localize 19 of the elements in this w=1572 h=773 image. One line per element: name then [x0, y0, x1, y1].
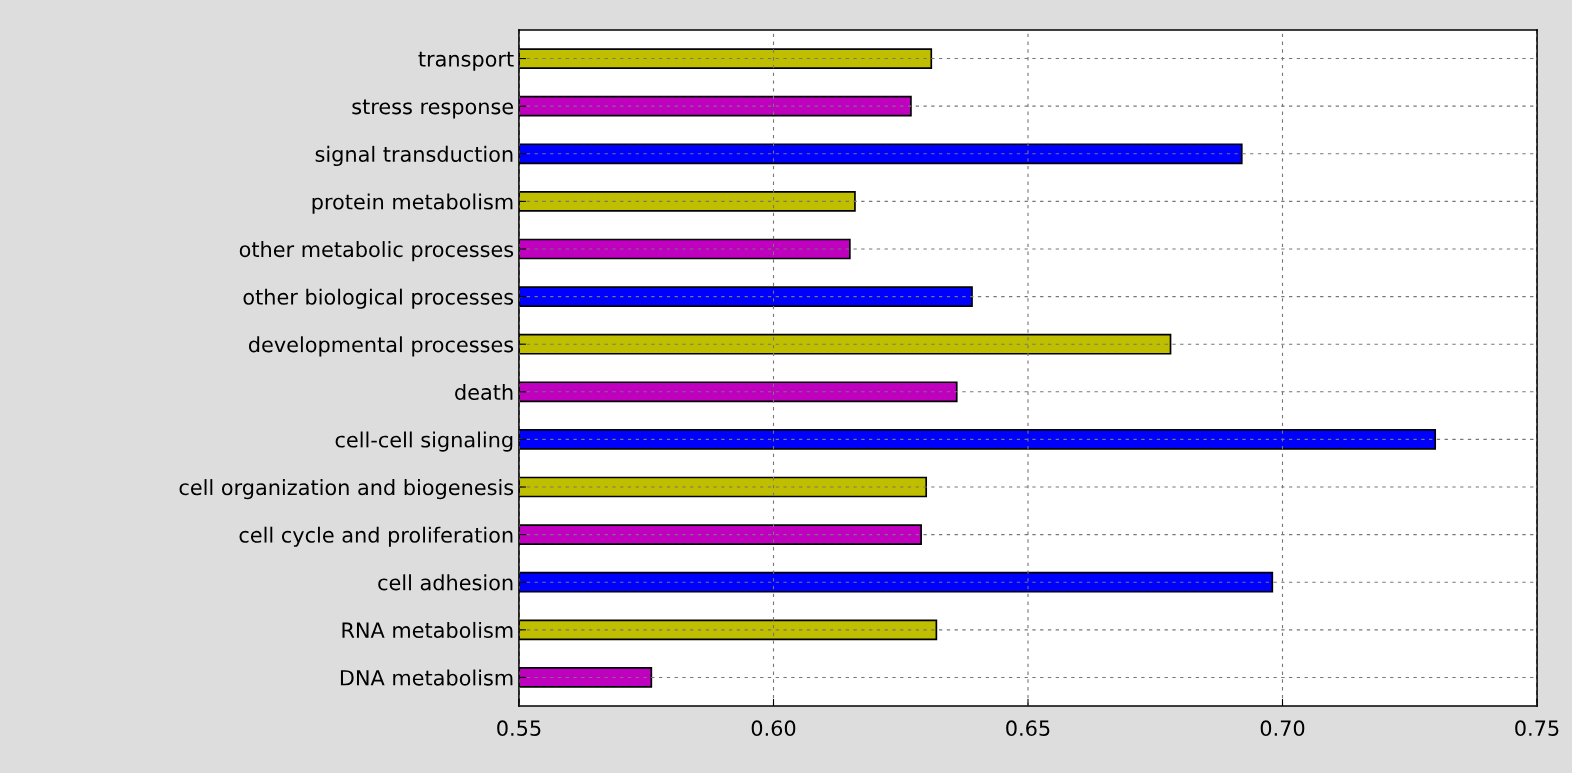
y-tick-label: death	[455, 383, 513, 401]
y-tick-label: transport	[418, 51, 514, 71]
y-tick-label: RNA metabolism	[342, 621, 513, 639]
y-tick-label: cell cycle and proliferation	[239, 526, 513, 547]
y-tick-label: signal transduction	[315, 145, 513, 167]
y-tick-label: stress response	[352, 99, 514, 119]
x-tick-label: 0.60	[751, 720, 796, 737]
y-tick-label: cell adhesion	[378, 574, 513, 591]
x-tick-label: 0.65	[1006, 720, 1050, 737]
y-tick-label: developmental processes	[248, 336, 514, 357]
x-tick-label: 0.75	[1515, 720, 1559, 737]
y-tick-label: other metabolic processes	[239, 241, 514, 262]
y-tick-label: DNA metabolism	[340, 669, 513, 686]
y-tick-label: cell organization and biogenesis	[179, 479, 514, 500]
x-tick-label: 0.70	[1260, 720, 1305, 737]
y-tick-label: cell-cell signaling	[335, 431, 513, 452]
y-tick-label: protein metabolism	[312, 193, 513, 214]
x-tick-label: 0.55	[497, 720, 541, 737]
y-tick-label: other biological processes	[243, 288, 514, 309]
